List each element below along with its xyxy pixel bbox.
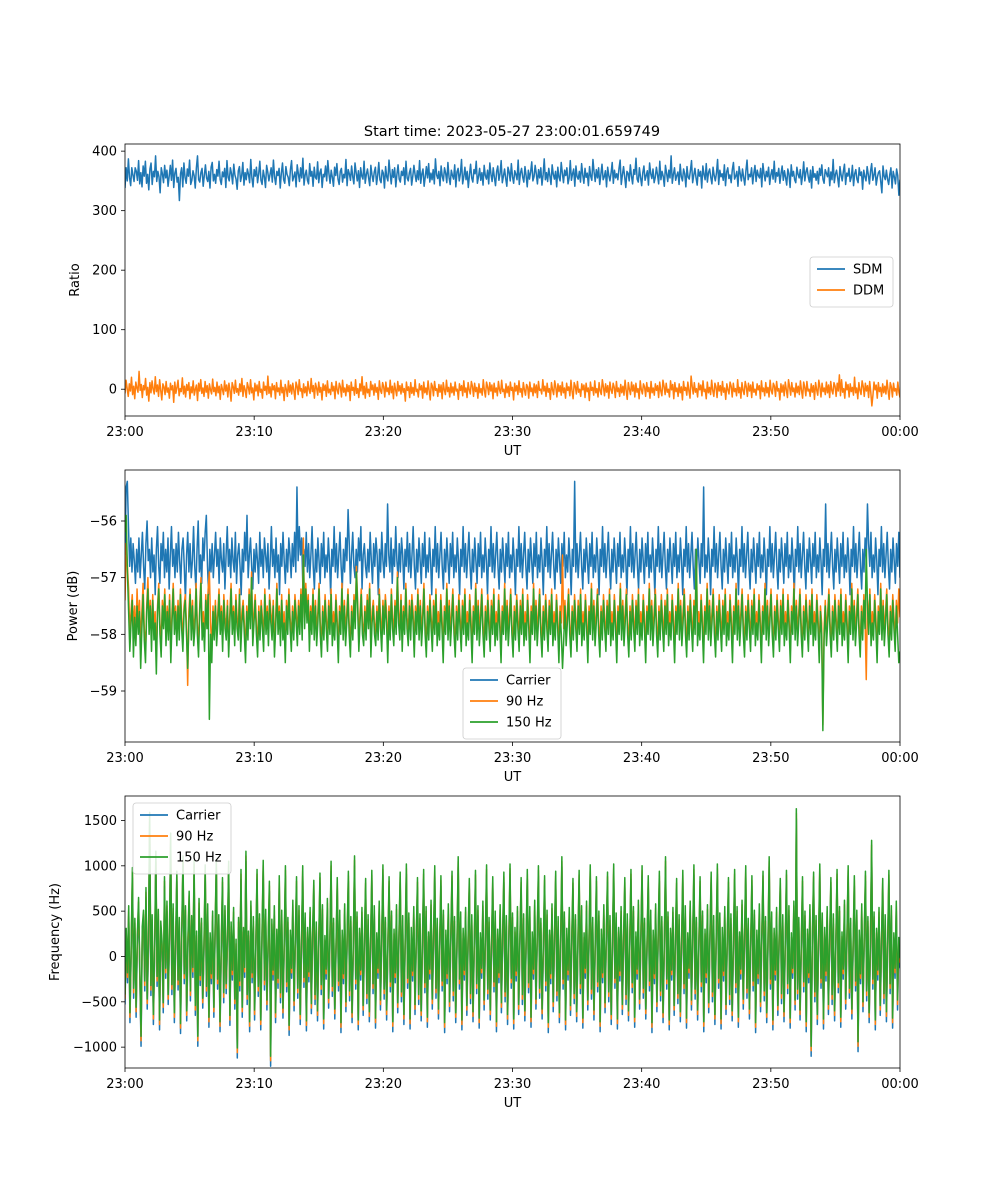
legend-entry: 150 Hz [506, 716, 552, 731]
y-axis-label: Power (dB) [66, 571, 81, 642]
x-axis-label: UT [504, 770, 522, 785]
y-tick-label: 1500 [84, 814, 117, 829]
chart-panel-1: 23:00 23:10 23:20 23:30 23:40 23:50 00:00 0 100 2… [68, 143, 919, 459]
x-tick-label: 23:10 [235, 425, 272, 440]
x-tick-label: 23:00 [106, 1077, 143, 1092]
x-tick-label: 23:30 [494, 751, 531, 766]
series-line-carrier [125, 480, 900, 602]
chart-panels: 23:00 23:10 23:20 23:30 23:40 23:50 00:00 0 100 2… [48, 143, 919, 1111]
series-line-150-hz [125, 807, 900, 1057]
x-tick-label: 23:50 [752, 425, 789, 440]
legend-entry: 90 Hz [506, 695, 543, 710]
y-tick-label: −1000 [73, 1041, 117, 1056]
legend-entry: DDM [853, 284, 884, 299]
legend-entry: SDM [853, 263, 882, 278]
x-tick-label: 23:20 [365, 751, 402, 766]
series-group [125, 155, 900, 407]
y-tick-label: 400 [92, 145, 117, 160]
x-tick-label: 23:40 [623, 1077, 660, 1092]
x-tick-label: 23:20 [365, 1077, 402, 1092]
x-tick-label: 23:50 [752, 751, 789, 766]
y-tick-label: −500 [81, 995, 117, 1010]
series-group [125, 807, 900, 1067]
y-tick-label: 200 [92, 264, 117, 279]
y-tick-label: −57 [90, 571, 117, 586]
y-axis-label: Ratio [68, 263, 83, 296]
y-tick-label: −58 [90, 628, 117, 643]
x-tick-label: 00:00 [881, 751, 918, 766]
chart-panel-2: 23:00 23:10 23:20 23:30 23:40 23:50 00:00 −56 −5… [66, 469, 919, 785]
x-tick-label: 23:00 [106, 425, 143, 440]
legend-entry: Carrier [176, 809, 221, 824]
x-tick-label: 23:00 [106, 751, 143, 766]
y-tick-label: 500 [92, 905, 117, 920]
x-tick-label: 23:50 [752, 1077, 789, 1092]
x-tick-label: 23:30 [494, 1077, 531, 1092]
x-tick-label: 00:00 [881, 1077, 918, 1092]
x-tick-label: 23:40 [623, 751, 660, 766]
y-tick-label: 100 [92, 323, 117, 338]
legend: Carrier 90 Hz 150 Hz [132, 802, 232, 875]
x-axis-label: UT [504, 1096, 522, 1111]
x-tick-label: 00:00 [881, 425, 918, 440]
series-group [125, 480, 900, 732]
x-tick-label: 23:20 [365, 425, 402, 440]
x-axis-label: UT [504, 444, 522, 459]
legend: SDM DDM [809, 256, 894, 308]
x-tick-label: 23:10 [235, 751, 272, 766]
y-tick-label: 0 [109, 383, 117, 398]
x-tick-label: 23:10 [235, 1077, 272, 1092]
y-tick-label: 300 [92, 204, 117, 219]
y-axis-label: Frequency (Hz) [48, 883, 63, 981]
chart-panel-3: 23:00 23:10 23:20 23:30 23:40 23:50 00:00 −1000… [48, 795, 919, 1111]
x-tick-label: 23:30 [494, 425, 531, 440]
axes-frame [124, 143, 901, 417]
series-line-ddm [125, 370, 900, 407]
legend-entry: 150 Hz [176, 851, 222, 866]
legend-entry: Carrier [506, 674, 551, 689]
legend-entry: 90 Hz [176, 830, 213, 845]
legend: Carrier 90 Hz 150 Hz [462, 667, 562, 740]
figure-title: Start time: 2023-05-27 23:00:01.659749 [364, 124, 660, 140]
y-tick-label: −56 [90, 515, 117, 530]
x-tick-label: 23:40 [623, 425, 660, 440]
series-line-150-hz [125, 514, 900, 732]
y-tick-label: 1000 [84, 859, 117, 874]
series-line-sdm [125, 155, 900, 202]
y-tick-label: −59 [90, 685, 117, 700]
y-tick-label: 0 [109, 950, 117, 965]
